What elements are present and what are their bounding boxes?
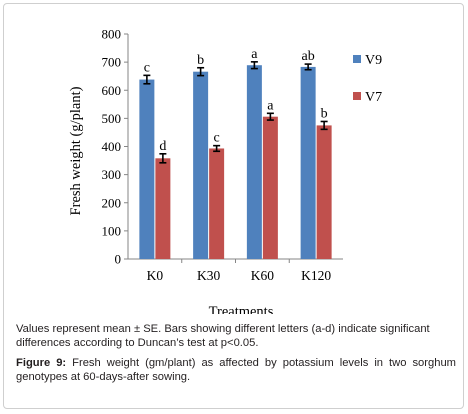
y-tick-label: 500 bbox=[102, 111, 122, 126]
figure-caption-text: Figure 9: Fresh weight (gm/plant) as aff… bbox=[16, 356, 456, 384]
y-axis-label: Fresh weight (g/plant) bbox=[68, 86, 84, 215]
x-axis-label: Treatments bbox=[209, 304, 274, 314]
chart: Fresh weight (g/plant) Treatments 0 100 20… bbox=[68, 27, 382, 315]
significance-letter: a bbox=[267, 98, 274, 113]
y-tick-label: 700 bbox=[102, 55, 122, 70]
legend-swatch-v7 bbox=[353, 92, 361, 100]
x-tick-label: K60 bbox=[251, 268, 274, 283]
significance-letter: a bbox=[251, 47, 258, 62]
bar-v9-k60 bbox=[246, 65, 262, 259]
significance-letter: b bbox=[197, 53, 204, 68]
figure-label: Figure 9: bbox=[16, 357, 67, 369]
bar-v7-k0 bbox=[155, 158, 171, 259]
y-tick-label: 0 bbox=[115, 252, 122, 267]
bar-v7-k30 bbox=[209, 148, 225, 259]
x-tick-label: K30 bbox=[197, 268, 220, 283]
x-tick-label: K120 bbox=[301, 268, 331, 283]
bar-v9-k30 bbox=[193, 71, 209, 259]
y-tick-label: 800 bbox=[102, 27, 122, 42]
bar-v7-k60 bbox=[262, 116, 278, 259]
significance-letter: b bbox=[321, 106, 328, 121]
legend-label-v7: V7 bbox=[365, 90, 382, 105]
x-tick-label: K0 bbox=[147, 268, 164, 283]
significance-letter: c bbox=[144, 60, 150, 75]
caption-note: Values represent mean ± SE. Bars showing… bbox=[16, 323, 430, 349]
y-tick-label: 600 bbox=[102, 83, 122, 98]
bar-v9-k120 bbox=[300, 66, 316, 259]
figure-description: Fresh weight (gm/plant) as affected by p… bbox=[16, 357, 456, 383]
significance-letter: ab bbox=[302, 49, 315, 64]
y-tick-label: 300 bbox=[102, 167, 122, 182]
significance-letter: c bbox=[214, 131, 220, 146]
legend-swatch-v9 bbox=[353, 55, 361, 63]
significance-letter: d bbox=[159, 139, 166, 154]
bar-v9-k0 bbox=[139, 79, 155, 259]
figure-caption: Values represent mean ± SE. Bars showing… bbox=[16, 322, 456, 384]
y-tick-label: 200 bbox=[102, 195, 122, 210]
legend-label-v9: V9 bbox=[365, 53, 382, 68]
figure-panel: Fresh weight (g/plant) Treatments 0 100 20… bbox=[3, 3, 464, 409]
y-tick-label: 400 bbox=[102, 139, 122, 154]
bar-v7-k120 bbox=[316, 125, 332, 259]
y-tick-label: 100 bbox=[102, 223, 122, 238]
